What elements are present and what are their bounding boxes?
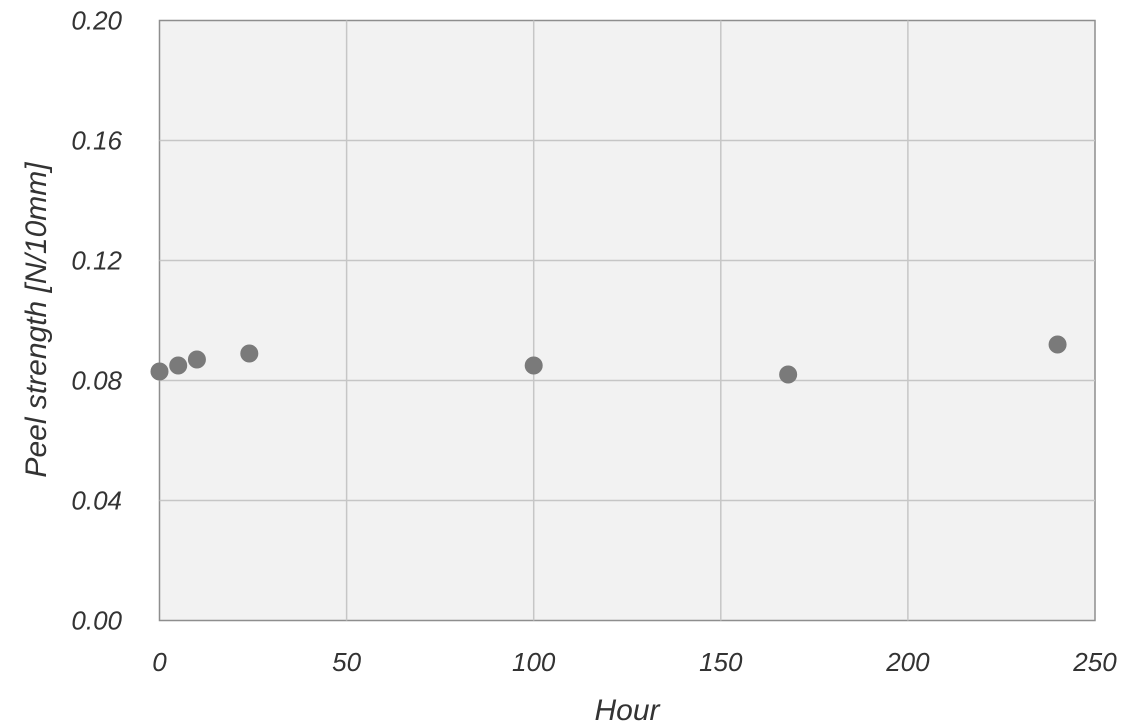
y-tick-label: 0.20 bbox=[71, 6, 122, 36]
data-point bbox=[187, 350, 206, 369]
x-tick-label: 250 bbox=[1072, 647, 1117, 677]
y-tick-label: 0.16 bbox=[71, 126, 122, 156]
data-point bbox=[150, 362, 169, 381]
grid-lines bbox=[159, 20, 1095, 621]
y-tick-label: 0.04 bbox=[71, 486, 122, 516]
data-point bbox=[169, 356, 188, 375]
data-point bbox=[240, 344, 259, 363]
x-tick-label: 200 bbox=[885, 647, 930, 677]
y-axis-ticks: 0.00 0.04 0.08 0.12 0.16 0.20 bbox=[71, 6, 122, 636]
x-tick-label: 0 bbox=[152, 647, 167, 677]
data-points bbox=[150, 335, 1067, 384]
y-tick-label: 0.00 bbox=[71, 606, 122, 636]
x-tick-label: 100 bbox=[512, 647, 556, 677]
data-point bbox=[779, 365, 798, 384]
data-point bbox=[1048, 335, 1067, 354]
x-axis-title: Hour bbox=[594, 694, 660, 727]
x-axis-ticks: 0 50 100 150 200 250 bbox=[152, 647, 1117, 677]
y-tick-label: 0.12 bbox=[71, 246, 122, 276]
x-tick-label: 150 bbox=[699, 647, 743, 677]
y-tick-label: 0.08 bbox=[71, 366, 122, 396]
plot-area bbox=[158, 19, 1096, 622]
data-point bbox=[524, 356, 543, 375]
y-axis-title: Peel strength [N/10mm] bbox=[20, 162, 53, 478]
x-tick-label: 50 bbox=[332, 647, 361, 677]
